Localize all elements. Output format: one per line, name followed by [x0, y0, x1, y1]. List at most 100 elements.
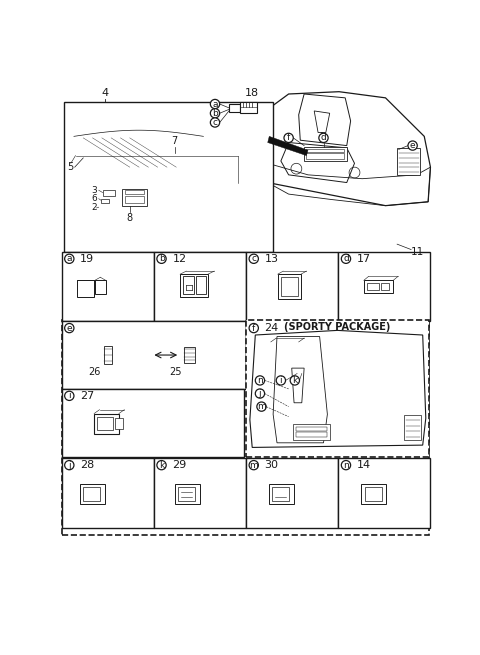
FancyBboxPatch shape — [306, 153, 344, 159]
Text: f: f — [287, 134, 290, 142]
FancyBboxPatch shape — [94, 413, 119, 434]
FancyBboxPatch shape — [397, 148, 420, 175]
FancyBboxPatch shape — [183, 276, 194, 294]
FancyBboxPatch shape — [364, 280, 393, 293]
FancyBboxPatch shape — [306, 149, 344, 152]
Circle shape — [65, 391, 74, 400]
FancyBboxPatch shape — [281, 277, 298, 296]
Text: d: d — [343, 254, 349, 263]
Text: j: j — [68, 460, 71, 470]
Circle shape — [157, 254, 166, 263]
FancyBboxPatch shape — [97, 417, 113, 430]
Text: 13: 13 — [264, 253, 278, 264]
Text: 19: 19 — [80, 253, 94, 264]
Circle shape — [210, 100, 220, 109]
FancyBboxPatch shape — [61, 321, 246, 389]
Text: 28: 28 — [80, 460, 95, 470]
FancyBboxPatch shape — [101, 198, 109, 202]
Circle shape — [65, 254, 74, 263]
FancyBboxPatch shape — [77, 280, 94, 297]
FancyBboxPatch shape — [61, 252, 154, 321]
Polygon shape — [268, 136, 308, 156]
Circle shape — [276, 376, 286, 385]
Text: 26: 26 — [88, 367, 100, 377]
Circle shape — [255, 389, 264, 398]
Text: c: c — [251, 254, 256, 263]
Text: 30: 30 — [264, 460, 278, 470]
Text: 7: 7 — [171, 136, 178, 145]
Text: 24: 24 — [264, 323, 279, 333]
FancyBboxPatch shape — [175, 483, 200, 504]
Text: (SPORTY PACKAGE): (SPORTY PACKAGE) — [284, 322, 391, 332]
Text: b: b — [212, 109, 218, 118]
FancyBboxPatch shape — [64, 102, 273, 252]
Circle shape — [284, 133, 293, 143]
Circle shape — [255, 376, 264, 385]
Circle shape — [157, 460, 166, 470]
FancyBboxPatch shape — [246, 458, 338, 527]
FancyBboxPatch shape — [125, 196, 144, 203]
Circle shape — [249, 460, 258, 470]
FancyBboxPatch shape — [246, 321, 338, 389]
Circle shape — [341, 254, 350, 263]
Text: 5: 5 — [67, 162, 73, 172]
Circle shape — [408, 141, 417, 150]
FancyBboxPatch shape — [104, 346, 112, 364]
Circle shape — [319, 133, 328, 143]
FancyBboxPatch shape — [103, 190, 115, 196]
FancyBboxPatch shape — [272, 487, 289, 500]
FancyBboxPatch shape — [381, 284, 389, 290]
Text: 2: 2 — [92, 202, 97, 212]
Text: j: j — [259, 389, 261, 398]
FancyBboxPatch shape — [300, 347, 307, 364]
Text: b: b — [159, 254, 164, 263]
Text: e: e — [410, 141, 415, 150]
Text: k: k — [292, 376, 298, 385]
FancyBboxPatch shape — [61, 389, 244, 457]
Text: d: d — [321, 134, 326, 142]
FancyBboxPatch shape — [184, 347, 195, 363]
Text: k: k — [159, 460, 164, 470]
Text: 25: 25 — [169, 367, 182, 377]
Text: f: f — [252, 324, 255, 333]
Circle shape — [290, 376, 300, 385]
FancyBboxPatch shape — [361, 483, 386, 504]
Text: 18: 18 — [245, 88, 259, 98]
FancyBboxPatch shape — [296, 426, 326, 431]
FancyBboxPatch shape — [367, 283, 379, 290]
Text: 6: 6 — [92, 195, 97, 203]
FancyBboxPatch shape — [178, 487, 195, 500]
FancyBboxPatch shape — [196, 276, 206, 294]
FancyBboxPatch shape — [180, 274, 208, 297]
FancyBboxPatch shape — [240, 102, 257, 113]
FancyBboxPatch shape — [292, 424, 330, 440]
Circle shape — [249, 254, 258, 263]
Text: i: i — [279, 376, 282, 385]
Text: n: n — [257, 376, 263, 385]
Circle shape — [210, 118, 220, 127]
FancyBboxPatch shape — [229, 104, 240, 112]
Circle shape — [249, 324, 258, 333]
Text: 8: 8 — [127, 214, 133, 223]
FancyBboxPatch shape — [115, 418, 123, 429]
Circle shape — [257, 402, 266, 411]
Text: e: e — [67, 324, 72, 333]
Text: a: a — [212, 100, 218, 109]
FancyBboxPatch shape — [269, 483, 294, 504]
FancyBboxPatch shape — [95, 280, 106, 294]
Circle shape — [65, 324, 74, 333]
FancyBboxPatch shape — [61, 458, 154, 527]
FancyBboxPatch shape — [154, 252, 246, 321]
Text: i: i — [68, 391, 71, 400]
Circle shape — [210, 109, 220, 118]
Circle shape — [65, 460, 74, 470]
FancyBboxPatch shape — [338, 252, 431, 321]
FancyBboxPatch shape — [296, 432, 326, 438]
FancyBboxPatch shape — [80, 483, 105, 504]
FancyBboxPatch shape — [125, 190, 144, 194]
Text: c: c — [213, 118, 217, 127]
FancyBboxPatch shape — [338, 458, 431, 527]
FancyBboxPatch shape — [304, 147, 347, 161]
Text: 27: 27 — [80, 391, 95, 401]
Text: 17: 17 — [357, 253, 371, 264]
